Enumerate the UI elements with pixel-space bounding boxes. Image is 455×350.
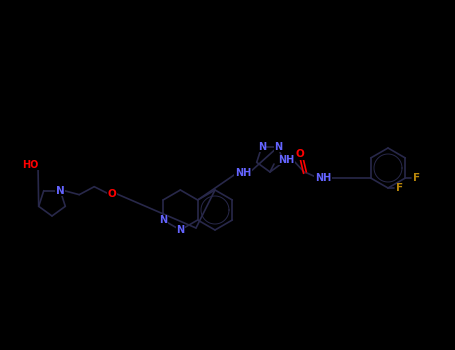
Text: F: F: [413, 173, 420, 183]
Text: O: O: [108, 189, 116, 199]
Text: N: N: [258, 142, 266, 152]
Text: NH: NH: [278, 155, 294, 165]
Text: HO: HO: [22, 160, 38, 170]
Text: NH: NH: [315, 173, 331, 183]
Text: O: O: [296, 149, 304, 159]
Text: N: N: [56, 186, 65, 196]
Text: N: N: [159, 215, 167, 225]
Text: N: N: [176, 225, 184, 235]
Text: N: N: [274, 142, 282, 152]
Text: F: F: [396, 183, 403, 193]
Text: NH: NH: [235, 168, 251, 178]
